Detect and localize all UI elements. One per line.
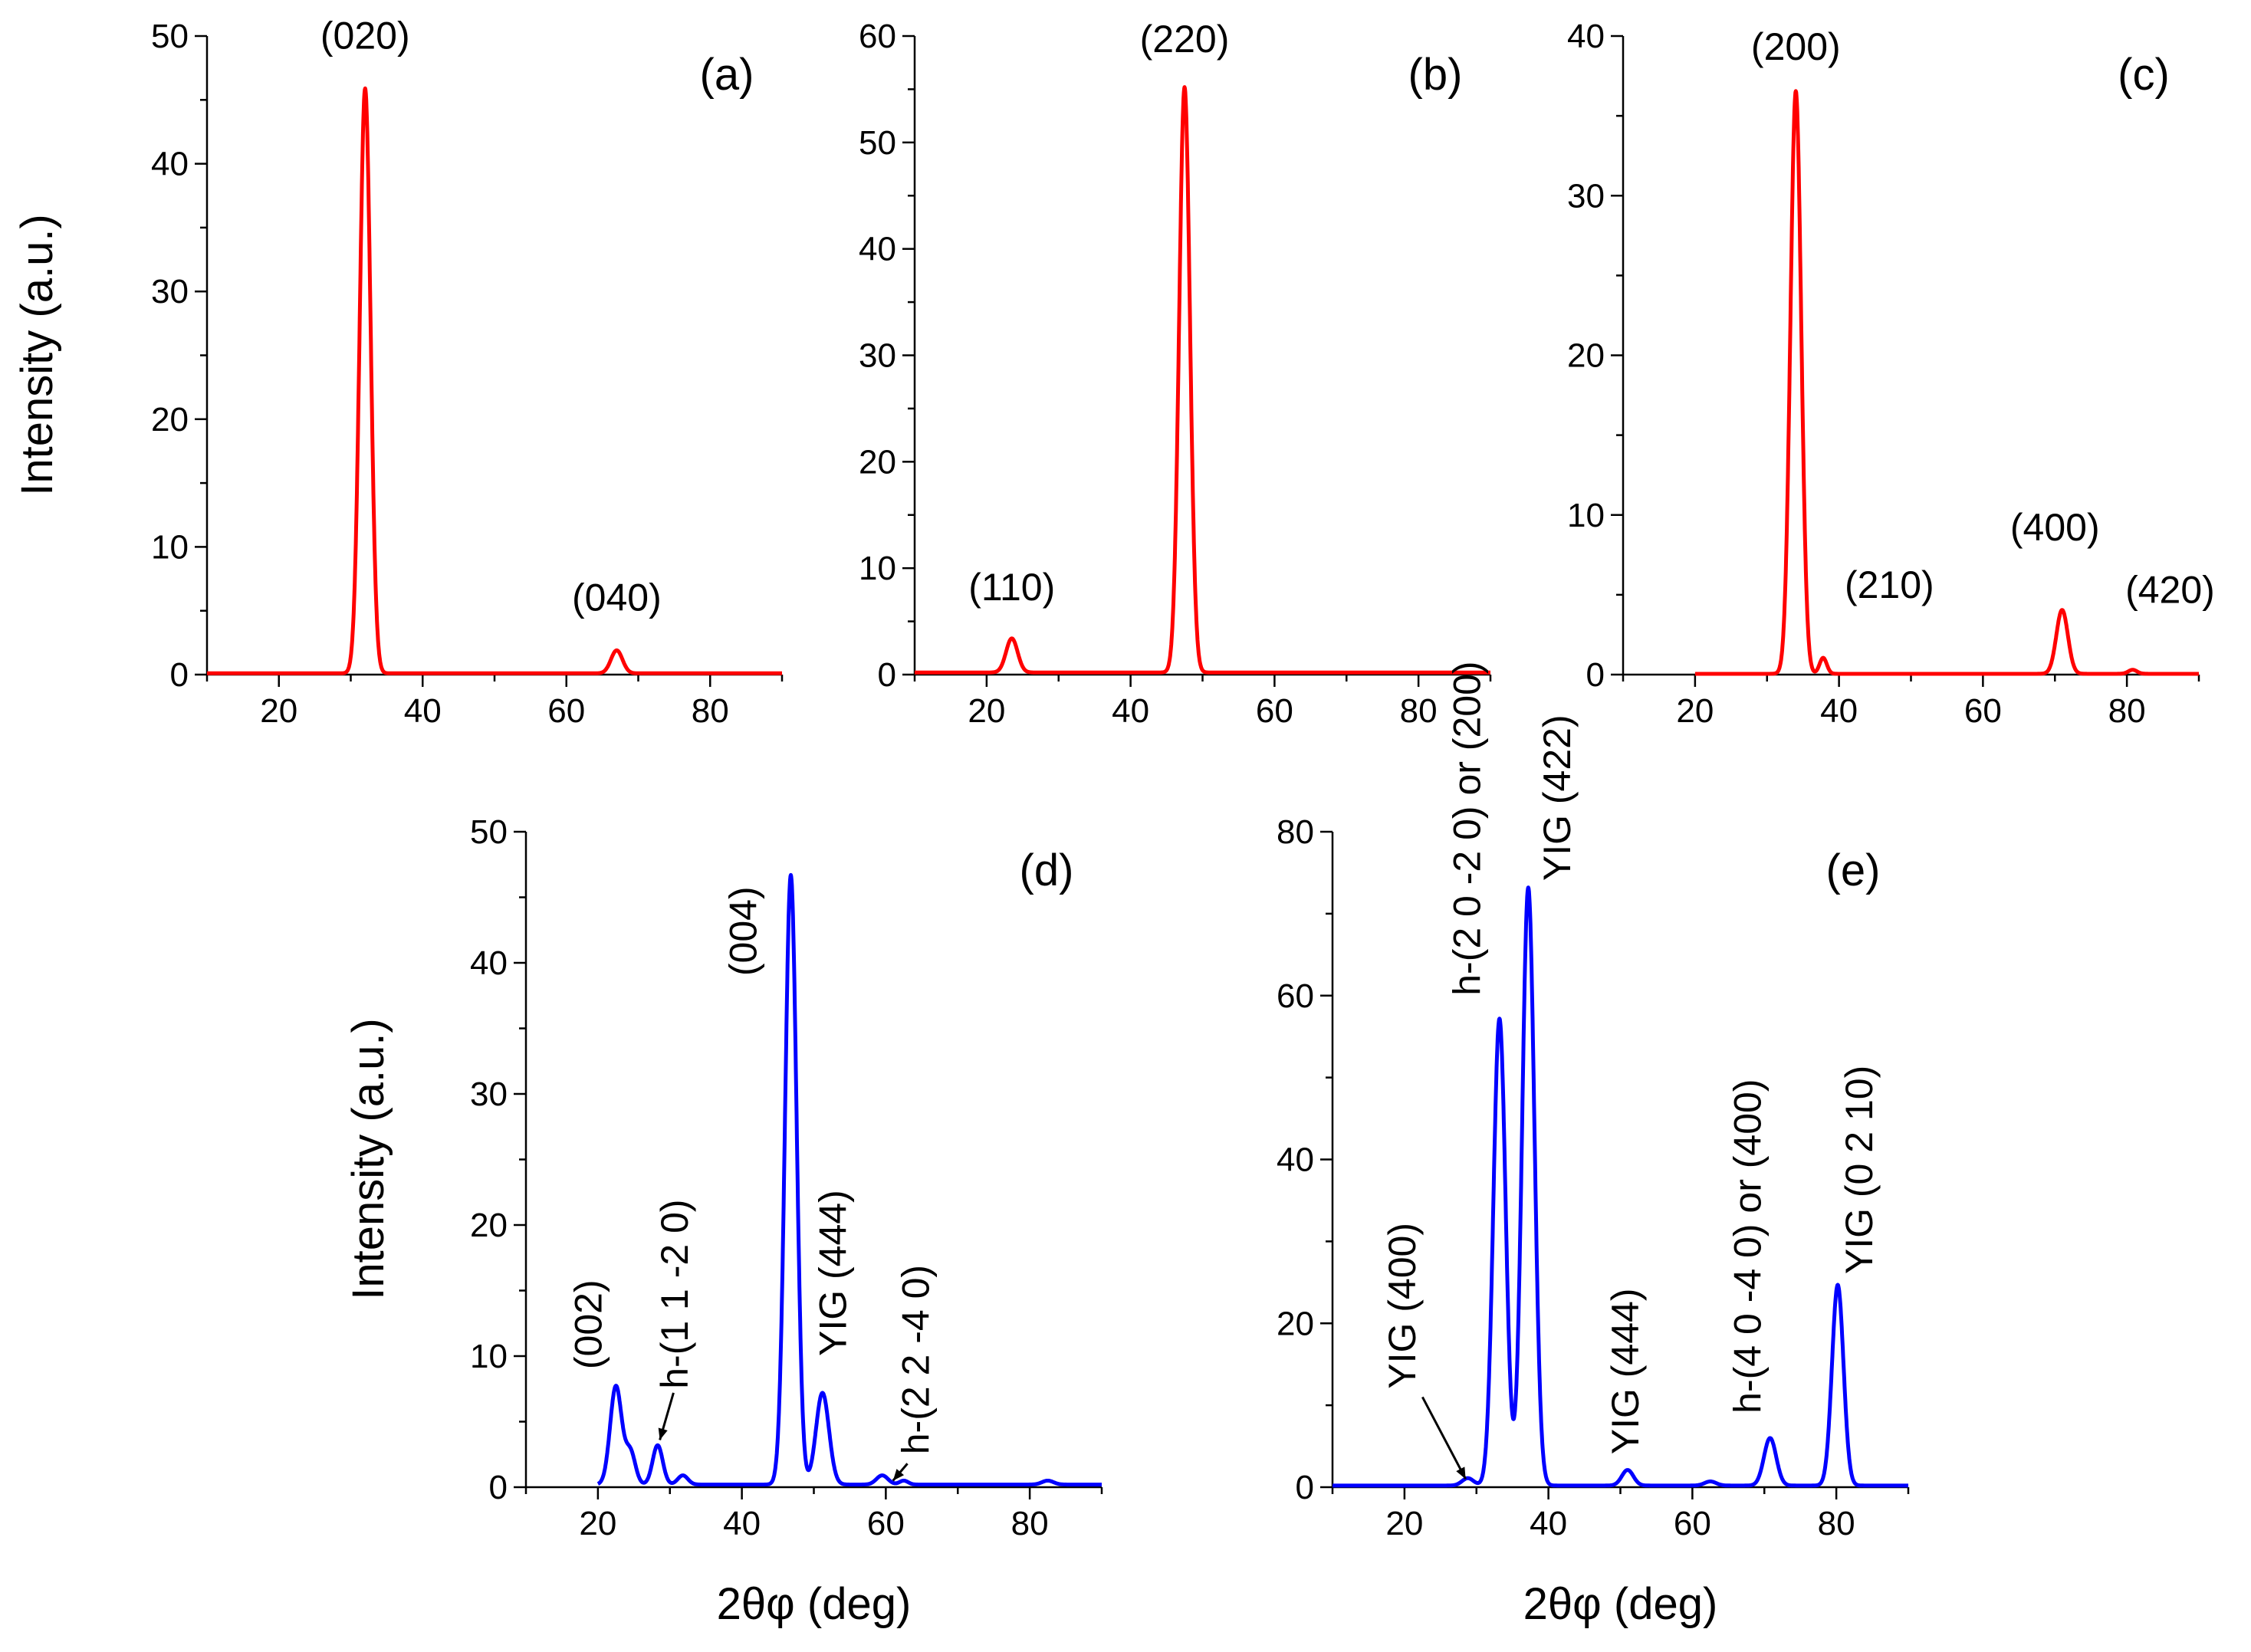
x-tick-label: 20 bbox=[1676, 692, 1714, 730]
x-tick-label: 80 bbox=[1818, 1505, 1855, 1542]
y-tick-label: 20 bbox=[1567, 337, 1605, 375]
y-tick-label: 30 bbox=[151, 273, 189, 310]
y-tick-label: 10 bbox=[1567, 497, 1605, 534]
x-tick-label: 20 bbox=[1385, 1505, 1423, 1542]
y-tick-label: 20 bbox=[1277, 1305, 1314, 1342]
y-tick-label: 20 bbox=[151, 401, 189, 438]
y-tick-label: 30 bbox=[1567, 177, 1605, 215]
xrd-curve bbox=[1331, 885, 1910, 1488]
y-tick-label: 10 bbox=[151, 528, 189, 566]
y-tick-label: 40 bbox=[1277, 1141, 1314, 1179]
peak-label: (004) bbox=[721, 886, 764, 976]
peak-label: (200) bbox=[1751, 25, 1841, 68]
y-tick-label: 80 bbox=[1277, 813, 1314, 851]
y-tick-label: 0 bbox=[1296, 1469, 1314, 1506]
x-tick-label: 60 bbox=[1964, 692, 2002, 730]
arrow-head bbox=[1456, 1466, 1466, 1480]
panel-c: 0 10 20 30 40 20 40 60 80 (200) (210) (400) (420) (c) bbox=[1567, 18, 2215, 730]
peak-label: (040) bbox=[572, 576, 662, 619]
x-tick-label: 60 bbox=[1674, 1505, 1711, 1542]
y-tick-label: 0 bbox=[1586, 656, 1605, 694]
panel-a: 0 10 20 30 40 50 20 40 60 80 (020) (040) (a) Intensit… bbox=[12, 15, 784, 730]
x-tick-label: 40 bbox=[404, 692, 442, 730]
arrow-head bbox=[892, 1469, 905, 1481]
x-tick-label: 20 bbox=[579, 1505, 616, 1542]
panel-e: 0 20 40 60 80 20 40 60 80 YIG (400) h-(2 0 -2 0) o… bbox=[1277, 661, 1910, 1629]
y-tick-label: 60 bbox=[859, 18, 896, 55]
y-tick-label: 10 bbox=[859, 550, 896, 587]
y-tick-label: 30 bbox=[470, 1076, 508, 1113]
x-axis-title: 2θφ (deg) bbox=[1523, 1579, 1718, 1629]
peak-label: YIG (444) bbox=[812, 1190, 855, 1356]
x-tick-label: 80 bbox=[1011, 1505, 1049, 1542]
panel-label: (b) bbox=[1408, 50, 1463, 100]
peak-label: YIG (400) bbox=[1381, 1223, 1424, 1389]
x-axis-title: 2θφ (deg) bbox=[717, 1579, 912, 1629]
peak-label: h-(1 1 -2 0) bbox=[653, 1199, 696, 1388]
panel-label: (e) bbox=[1826, 846, 1881, 895]
peak-label: (020) bbox=[320, 15, 410, 57]
y-tick-label: 0 bbox=[489, 1469, 508, 1506]
annotation-arrow bbox=[1421, 1396, 1467, 1480]
peak-label: (110) bbox=[968, 566, 1055, 609]
y-tick-label: 0 bbox=[878, 656, 896, 694]
x-tick-label: 60 bbox=[1256, 692, 1293, 730]
x-tick-label: 20 bbox=[968, 692, 1005, 730]
x-tick-label: 40 bbox=[1112, 692, 1149, 730]
panel-label: (a) bbox=[700, 50, 754, 100]
peak-label: (400) bbox=[2010, 506, 2100, 549]
y-axis-title: Intensity (a.u.) bbox=[12, 214, 62, 495]
xrd-curve bbox=[596, 872, 1103, 1487]
y-tick-label: 40 bbox=[151, 146, 189, 183]
peak-label: (002) bbox=[567, 1279, 610, 1369]
xrd-curve bbox=[913, 85, 1492, 675]
y-tick-label: 40 bbox=[1567, 18, 1605, 55]
peak-label: h-(4 0 -4 0) or (400) bbox=[1727, 1079, 1770, 1414]
x-tick-label: 60 bbox=[547, 692, 585, 730]
x-tick-label: 40 bbox=[1530, 1505, 1567, 1542]
y-tick-label: 50 bbox=[470, 813, 508, 851]
peak-label: h-(2 0 -2 0) or (200) bbox=[1445, 661, 1488, 995]
y-tick-label: 10 bbox=[470, 1338, 508, 1375]
panel-label: (c) bbox=[2118, 50, 2170, 100]
peak-label: YIG (422) bbox=[1536, 714, 1579, 881]
x-tick-label: 40 bbox=[723, 1505, 761, 1542]
x-tick-label: 80 bbox=[692, 692, 729, 730]
y-tick-label: 40 bbox=[859, 231, 896, 268]
x-tick-label: 80 bbox=[1400, 692, 1438, 730]
x-tick-label: 80 bbox=[2108, 692, 2146, 730]
peak-label: (210) bbox=[1845, 563, 1934, 606]
x-tick-label: 60 bbox=[867, 1505, 905, 1542]
xrd-curve bbox=[205, 86, 784, 675]
peak-label: (420) bbox=[2125, 568, 2215, 611]
peak-label: (220) bbox=[1140, 18, 1230, 61]
y-tick-label: 40 bbox=[470, 944, 508, 982]
panel-d: 0 10 20 30 40 50 20 40 60 80 (002) h-(1 1 -2 0) (004… bbox=[343, 813, 1103, 1629]
y-tick-label: 30 bbox=[859, 337, 896, 375]
y-axis-title: Intensity (a.u.) bbox=[343, 1018, 393, 1299]
y-tick-label: 20 bbox=[470, 1207, 508, 1244]
x-tick-label: 20 bbox=[260, 692, 297, 730]
peak-label: h-(2 2 -4 0) bbox=[895, 1265, 938, 1454]
y-tick-label: 50 bbox=[151, 18, 189, 55]
peak-label: YIG (0 2 10) bbox=[1838, 1066, 1881, 1274]
panel-b: 0 10 20 30 40 50 60 20 40 60 80 (110) (220) (b) bbox=[859, 18, 1492, 730]
peak-label: YIG (444) bbox=[1604, 1289, 1647, 1455]
y-tick-label: 0 bbox=[170, 656, 189, 694]
x-tick-label: 40 bbox=[1820, 692, 1858, 730]
y-tick-label: 20 bbox=[859, 443, 896, 481]
y-tick-label: 50 bbox=[859, 124, 896, 162]
y-tick-label: 60 bbox=[1277, 977, 1314, 1015]
xrd-curve bbox=[1693, 89, 2200, 676]
arrow-head bbox=[658, 1427, 668, 1440]
panel-label: (d) bbox=[1020, 846, 1074, 895]
